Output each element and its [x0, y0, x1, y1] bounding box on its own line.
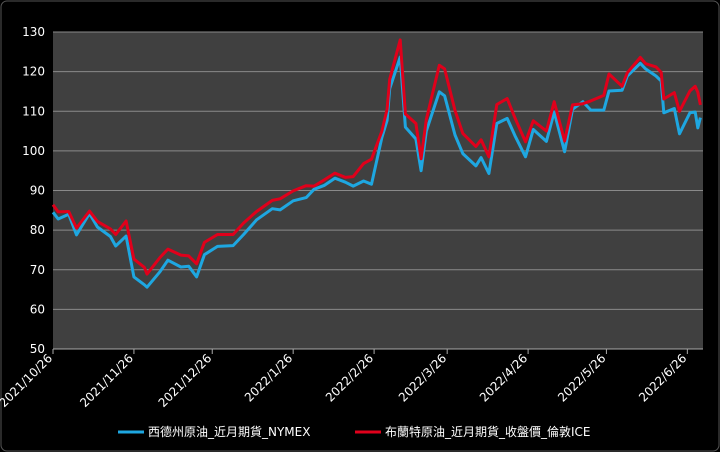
y-tick-label: 100: [22, 144, 45, 158]
y-tick-label: 70: [30, 263, 45, 277]
y-tick-label: 110: [22, 104, 45, 118]
legend-label: 西德州原油_近月期貨_NYMEX: [148, 424, 310, 439]
y-tick-label: 80: [30, 223, 45, 237]
y-tick-label: 60: [30, 302, 45, 316]
y-tick-label: 120: [22, 65, 45, 79]
y-tick-label: 130: [22, 25, 45, 39]
y-tick-label: 50: [30, 342, 45, 356]
series-line: [51, 38, 702, 276]
legend-label: 布蘭特原油_近月期貨_收盤價_倫敦ICE: [385, 424, 591, 439]
y-tick-label: 90: [30, 184, 45, 198]
